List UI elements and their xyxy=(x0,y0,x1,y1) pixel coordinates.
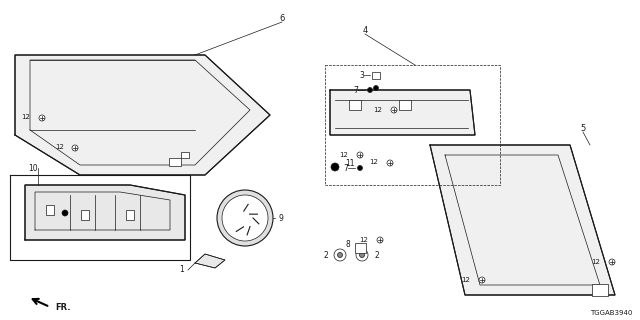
Bar xyxy=(126,210,134,220)
Circle shape xyxy=(377,237,383,243)
Text: 6: 6 xyxy=(279,13,285,22)
Circle shape xyxy=(217,190,273,246)
Text: 12: 12 xyxy=(21,114,30,120)
Text: 11: 11 xyxy=(345,158,355,167)
Text: 7: 7 xyxy=(353,85,358,94)
Polygon shape xyxy=(25,185,185,240)
Circle shape xyxy=(391,107,397,113)
Text: 7: 7 xyxy=(343,164,348,172)
Circle shape xyxy=(331,163,339,171)
Bar xyxy=(81,210,89,220)
Circle shape xyxy=(360,252,365,258)
Circle shape xyxy=(479,277,485,283)
Text: 10: 10 xyxy=(28,164,38,172)
Bar xyxy=(181,152,189,158)
Text: FR.: FR. xyxy=(55,302,70,311)
Bar xyxy=(592,284,608,296)
Circle shape xyxy=(72,145,78,151)
Circle shape xyxy=(367,87,372,92)
Text: 4: 4 xyxy=(362,26,367,35)
Circle shape xyxy=(387,160,393,166)
Polygon shape xyxy=(15,55,270,175)
Circle shape xyxy=(39,115,45,121)
Bar xyxy=(349,100,361,110)
Text: 1: 1 xyxy=(179,266,184,275)
Circle shape xyxy=(62,210,68,216)
Circle shape xyxy=(222,195,268,241)
Text: 2: 2 xyxy=(374,251,379,260)
Circle shape xyxy=(356,249,368,261)
Text: 12: 12 xyxy=(373,107,382,113)
Text: 2: 2 xyxy=(323,251,328,260)
Bar xyxy=(355,243,365,253)
Text: 5: 5 xyxy=(580,124,586,132)
Text: 12: 12 xyxy=(55,144,64,150)
Text: 12: 12 xyxy=(359,237,368,243)
Bar xyxy=(169,158,181,166)
Text: TGGAB3940: TGGAB3940 xyxy=(589,310,632,316)
Text: 12: 12 xyxy=(369,159,378,165)
Circle shape xyxy=(357,152,363,158)
Circle shape xyxy=(374,85,378,91)
Circle shape xyxy=(337,252,342,258)
Text: 3: 3 xyxy=(359,70,364,79)
Polygon shape xyxy=(330,90,475,135)
Polygon shape xyxy=(195,254,225,268)
Circle shape xyxy=(334,249,346,261)
Text: 8: 8 xyxy=(345,239,350,249)
Text: 12: 12 xyxy=(339,152,348,158)
Bar xyxy=(46,205,54,215)
Text: 12: 12 xyxy=(591,259,600,265)
Text: 12: 12 xyxy=(461,277,470,283)
Bar xyxy=(372,71,380,78)
Polygon shape xyxy=(430,145,615,295)
Circle shape xyxy=(609,259,615,265)
Bar xyxy=(399,100,411,110)
Text: 9: 9 xyxy=(278,213,283,222)
Circle shape xyxy=(358,165,362,171)
